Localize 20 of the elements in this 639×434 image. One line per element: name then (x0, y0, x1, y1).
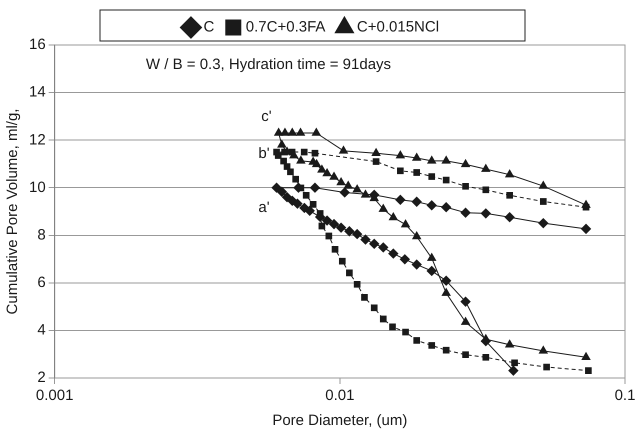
annotation: b' (258, 145, 270, 162)
annotation: a' (258, 198, 270, 216)
annotation: c' (261, 108, 272, 126)
y-tick-label: 2 (37, 369, 46, 386)
legend-label: C+0.015NCl (356, 18, 440, 36)
y-tick-label: 4 (37, 322, 46, 339)
annotation: W / B = 0.3, Hydration time = 91days (146, 56, 392, 74)
y-tick-label: 12 (28, 131, 46, 148)
x-tick-label: 0.001 (36, 387, 74, 404)
y-tick-label: 8 (37, 226, 46, 244)
x-tick-label: 0.01 (325, 387, 354, 404)
legend-label: C (203, 18, 214, 36)
x-tick-label: 0.1 (614, 387, 636, 404)
legend-label: 0.7C+0.3FA (246, 18, 326, 36)
y-tick-label: 14 (28, 84, 46, 101)
y-tick-label: 6 (37, 274, 46, 291)
x-axis-title: Pore Diameter, (um) (272, 412, 408, 430)
y-tick-label: 10 (28, 178, 46, 196)
y-tick-label: 16 (28, 36, 46, 54)
y-axis-title: Cumulative Pore Volume, ml/g, (4, 108, 22, 314)
